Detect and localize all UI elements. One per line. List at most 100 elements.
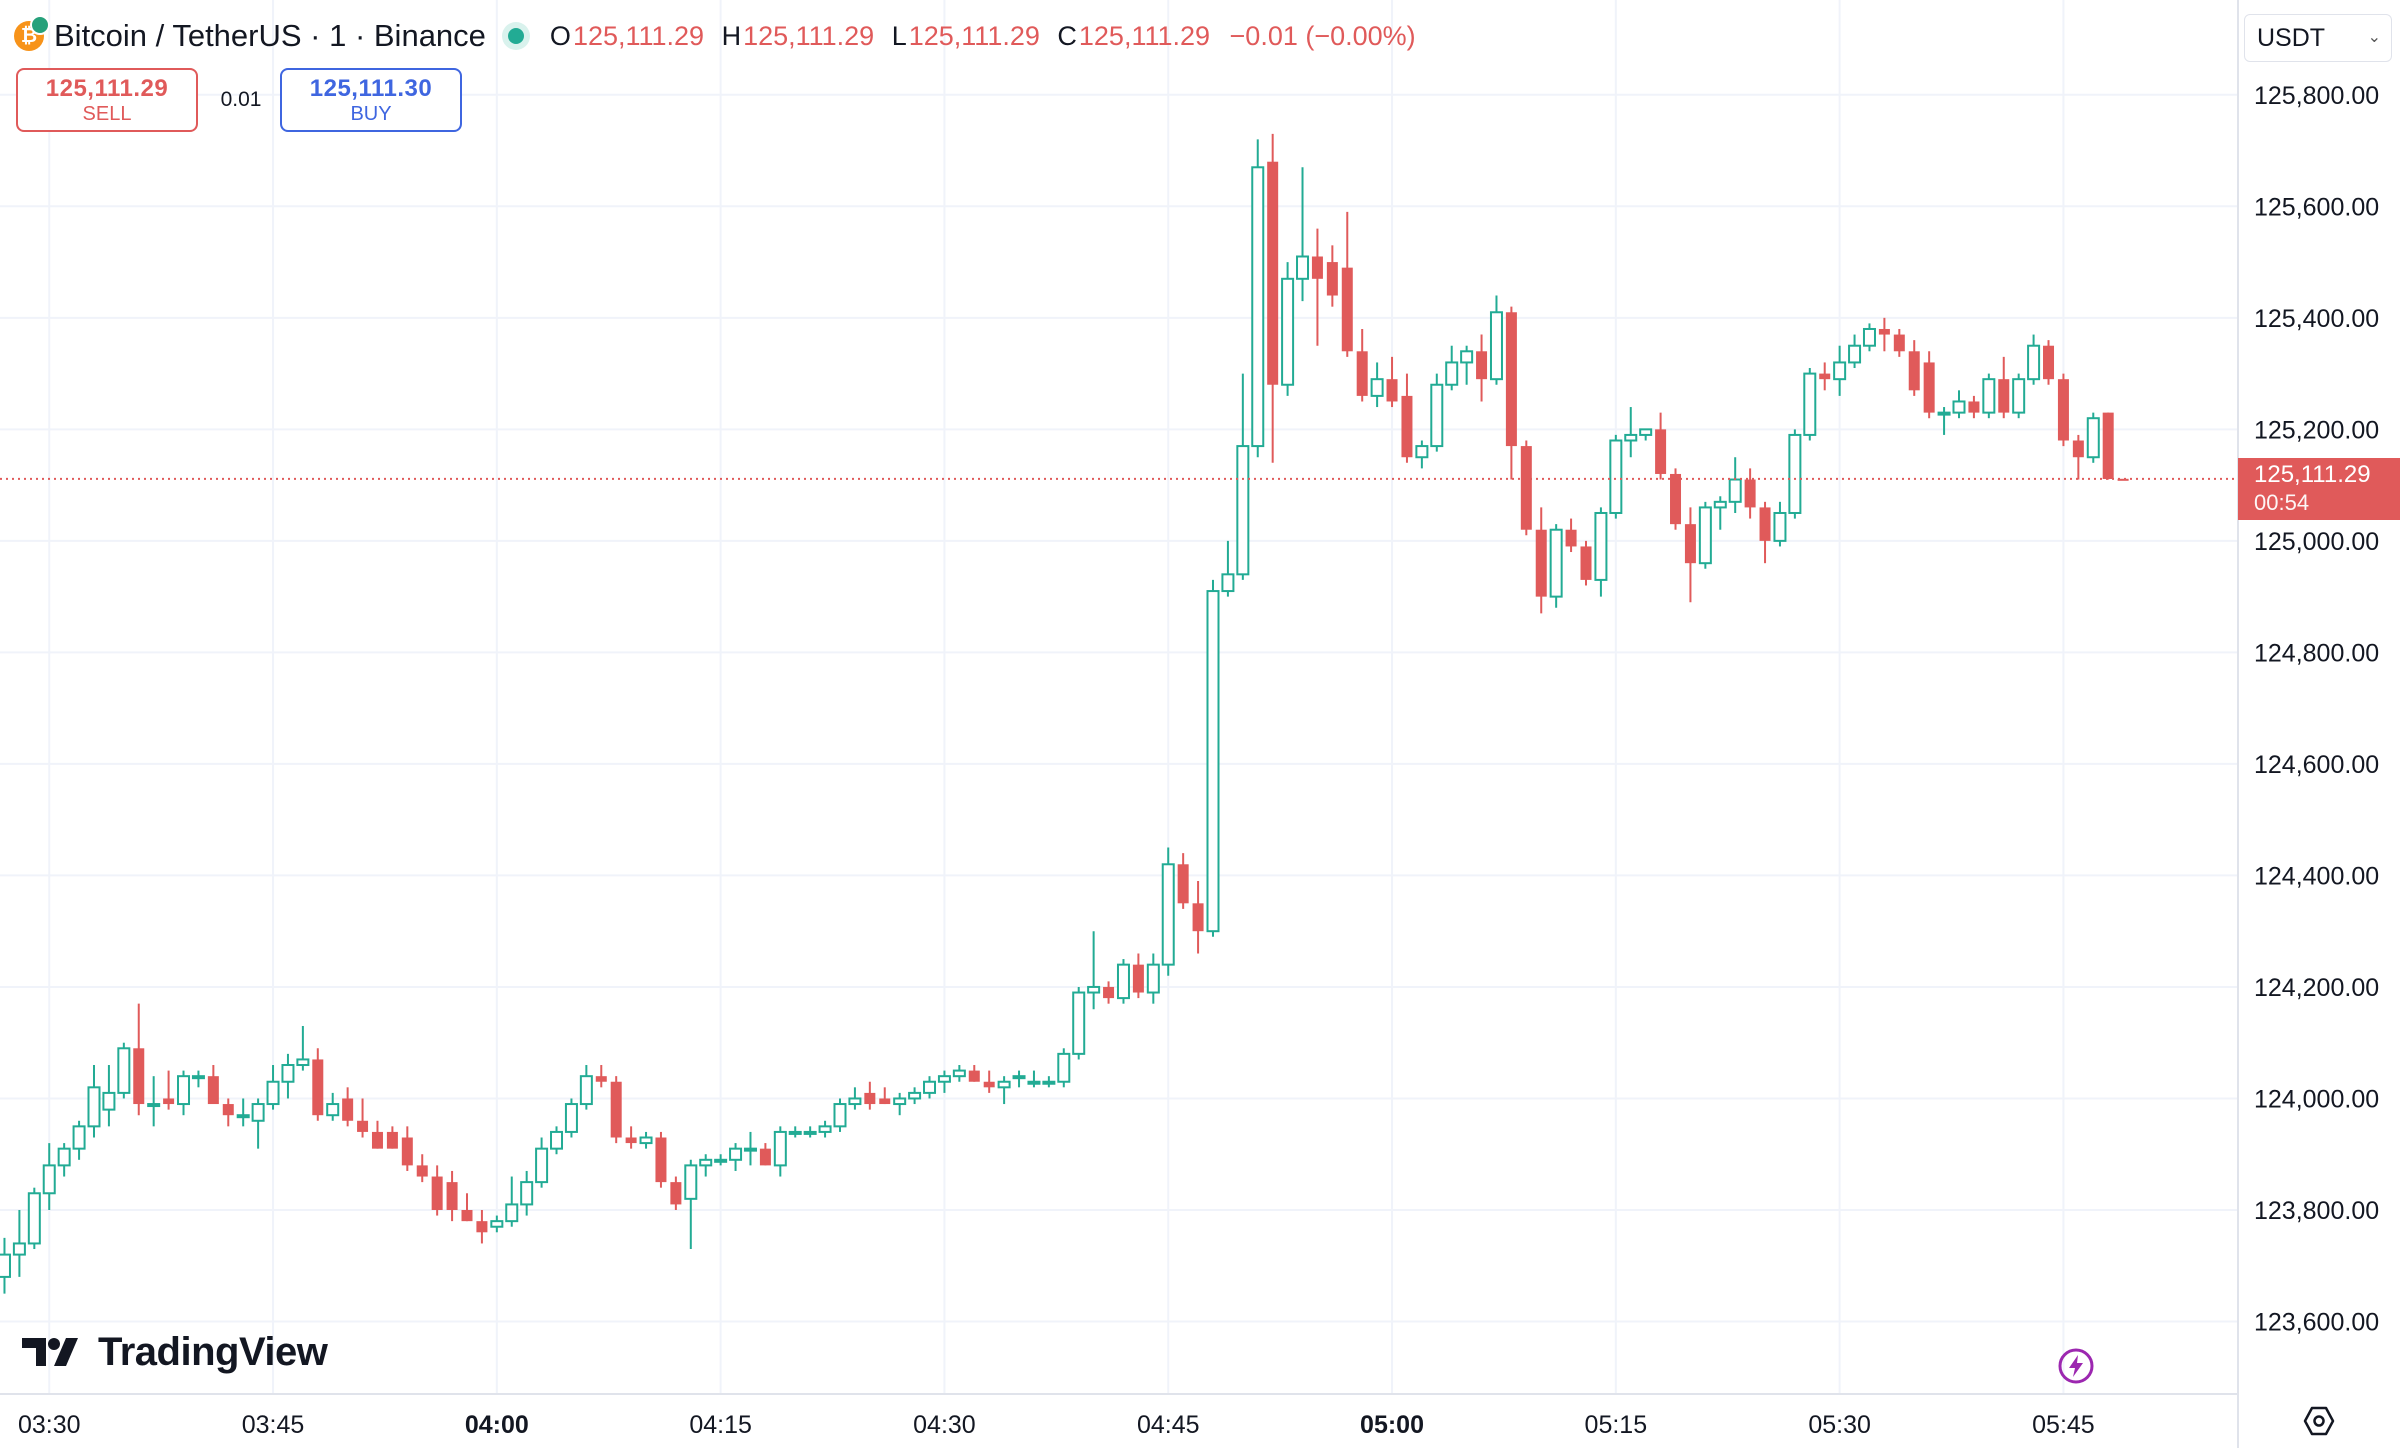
- candle-body-up: [57, 1147, 71, 1167]
- candle-body-up: [893, 1097, 907, 1106]
- candle-body-up: [2086, 417, 2100, 459]
- price-axis-panel[interactable]: [2238, 0, 2400, 1448]
- price-tick-label: 124,200.00: [2254, 974, 2379, 1002]
- candle-body-up: [1549, 528, 1563, 598]
- candle-body-up: [773, 1130, 787, 1167]
- ohlc-high-label: H: [721, 20, 742, 51]
- candle-body-up: [1296, 255, 1310, 280]
- candle-body-down: [1505, 312, 1517, 447]
- candle-body-up: [1251, 166, 1265, 448]
- time-tick-label: 03:45: [242, 1411, 305, 1439]
- last-price-tag: 125,111.29 00:54: [2238, 458, 2400, 520]
- candle-body-up: [788, 1130, 802, 1135]
- candle-body-down: [1103, 986, 1115, 999]
- candle-body-up: [1281, 277, 1295, 386]
- time-tick-label: 05:15: [1585, 1411, 1648, 1439]
- price-tick-label: 124,400.00: [2254, 862, 2379, 890]
- price-tick-label: 125,600.00: [2254, 193, 2379, 221]
- candle-body-up: [848, 1097, 862, 1106]
- candle-body-up: [147, 1103, 161, 1108]
- candle-body-up: [42, 1164, 56, 1195]
- candle-body-up: [997, 1080, 1011, 1089]
- candle-body-up: [743, 1147, 757, 1152]
- candle-body-down: [1311, 256, 1323, 279]
- lightning-icon[interactable]: [2058, 1348, 2094, 1384]
- bar-countdown: 00:54: [2254, 490, 2310, 515]
- candle-body-up: [1072, 991, 1086, 1055]
- candle-body-up: [1698, 506, 1712, 565]
- candle-body-up: [535, 1147, 549, 1184]
- candle-body-up: [1087, 985, 1101, 994]
- candle-body-up: [266, 1080, 280, 1106]
- candle-body-down: [1684, 524, 1696, 564]
- candle-body-down: [133, 1048, 145, 1105]
- candle-body-down: [416, 1165, 428, 1177]
- candle-body-up: [908, 1091, 922, 1100]
- candle-body-up: [1728, 478, 1742, 503]
- ohlc-change: −0.01 (−0.00%): [1229, 20, 1416, 51]
- candle-body-down: [1744, 479, 1756, 508]
- candle-body-up: [1012, 1075, 1026, 1080]
- candle-body-up: [564, 1103, 578, 1133]
- candle-body-down: [401, 1137, 413, 1166]
- candle-body-up: [87, 1086, 101, 1128]
- time-tick-label: 04:15: [689, 1411, 752, 1439]
- symbol-legend: ₿ Bitcoin / TetherUS · 1 · Binance O125,…: [14, 14, 1416, 58]
- candle-body-up: [1639, 428, 1653, 436]
- candle-body-down: [446, 1182, 458, 1210]
- candle-body-up: [296, 1058, 310, 1067]
- candle-body-up: [1862, 327, 1876, 347]
- sell-button[interactable]: 125,111.29 SELL: [16, 68, 198, 132]
- candle-body-up: [818, 1125, 832, 1133]
- candle-body-down: [610, 1081, 622, 1138]
- candle-body-down: [670, 1182, 682, 1205]
- candle-body-up: [952, 1069, 966, 1078]
- candle-body-up: [0, 1253, 11, 1278]
- candle-body-down: [1267, 161, 1279, 385]
- candle-body-up: [684, 1164, 698, 1200]
- candle-body-down: [2117, 478, 2129, 481]
- candle-body-down: [1670, 473, 1682, 525]
- candle-body-up: [1146, 963, 1160, 994]
- candle-body-down: [1132, 964, 1144, 993]
- currency-value: USDT: [2257, 23, 2326, 52]
- candle-body-up: [1594, 511, 1608, 581]
- brand-name: TradingView: [98, 1329, 328, 1374]
- candle-body-up: [923, 1080, 937, 1094]
- buy-button[interactable]: 125,111.30 BUY: [280, 68, 462, 132]
- ohlc-close-value: 125,111.29: [1078, 20, 1211, 51]
- settings-icon[interactable]: [2302, 1404, 2336, 1438]
- candle-body-down: [461, 1209, 473, 1222]
- time-tick-label: 05:00: [1360, 1411, 1424, 1439]
- candle-body-down: [357, 1120, 369, 1132]
- candle-body-down: [1565, 529, 1577, 547]
- time-tick-label: 04:00: [465, 1411, 529, 1439]
- candle-body-down: [1580, 546, 1592, 580]
- currency-select[interactable]: USDT ⌄: [2244, 14, 2392, 62]
- candle-body-up: [520, 1181, 534, 1206]
- time-axis[interactable]: 03:30 03:45 04:00 04:15 04:30 04:45 05:00 05:15…: [18, 1411, 2095, 1439]
- chart-grid: [0, 0, 2238, 1394]
- candle-body-up: [1430, 383, 1444, 448]
- candle-body-down: [1192, 903, 1204, 932]
- candle-body-up: [1221, 573, 1235, 593]
- candle-body-up: [72, 1125, 86, 1150]
- candle-body-down: [864, 1092, 876, 1105]
- tradingview-logo[interactable]: TradingView: [22, 1329, 328, 1374]
- candle-body-down: [207, 1076, 219, 1105]
- time-tick-label: 03:30: [18, 1411, 81, 1439]
- price-tick-label: 125,400.00: [2254, 305, 2379, 333]
- candle-body-down: [655, 1137, 667, 1183]
- ohlc-low-label: L: [891, 20, 907, 51]
- ohlc-open-label: O: [549, 20, 571, 51]
- symbol-title[interactable]: Bitcoin / TetherUS · 1 · Binance: [54, 18, 486, 53]
- candle-body-up: [490, 1220, 504, 1228]
- candle-body-up: [1713, 500, 1727, 509]
- candle-body-down: [2043, 345, 2055, 380]
- candle-body-down: [1386, 379, 1398, 402]
- candle-body-up: [1937, 411, 1951, 416]
- candle-body-down: [1923, 362, 1935, 413]
- market-status-icon[interactable]: [507, 28, 524, 44]
- candle-body-down: [163, 1098, 175, 1105]
